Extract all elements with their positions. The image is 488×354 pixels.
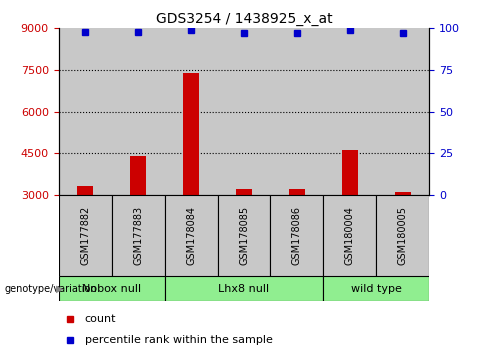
Text: count: count: [84, 314, 116, 324]
Text: GSM178084: GSM178084: [186, 206, 196, 265]
Bar: [236, 189, 252, 195]
Bar: [183, 73, 199, 195]
Bar: [270, 28, 324, 195]
FancyBboxPatch shape: [164, 195, 218, 276]
FancyBboxPatch shape: [376, 195, 429, 276]
Text: GSM178086: GSM178086: [292, 206, 302, 265]
Text: Nobox null: Nobox null: [82, 284, 141, 293]
Text: GSM180004: GSM180004: [345, 206, 355, 265]
Text: GSM178085: GSM178085: [239, 206, 249, 265]
FancyBboxPatch shape: [270, 195, 324, 276]
Text: wild type: wild type: [351, 284, 402, 293]
Bar: [112, 28, 164, 195]
Bar: [289, 189, 305, 195]
Text: Lhx8 null: Lhx8 null: [219, 284, 269, 293]
Bar: [164, 28, 218, 195]
Text: genotype/variation: genotype/variation: [5, 284, 98, 293]
Bar: [218, 28, 270, 195]
Bar: [59, 28, 112, 195]
FancyBboxPatch shape: [164, 276, 324, 301]
FancyBboxPatch shape: [59, 195, 112, 276]
Bar: [342, 150, 358, 195]
FancyBboxPatch shape: [324, 276, 429, 301]
FancyBboxPatch shape: [218, 195, 270, 276]
Bar: [77, 186, 93, 195]
Title: GDS3254 / 1438925_x_at: GDS3254 / 1438925_x_at: [156, 12, 332, 26]
Bar: [130, 156, 146, 195]
FancyBboxPatch shape: [59, 276, 164, 301]
Text: GSM177883: GSM177883: [133, 206, 143, 265]
Text: percentile rank within the sample: percentile rank within the sample: [84, 335, 272, 345]
FancyBboxPatch shape: [112, 195, 164, 276]
Text: GSM177882: GSM177882: [80, 206, 90, 265]
Text: GSM180005: GSM180005: [398, 206, 408, 265]
Bar: [324, 28, 376, 195]
Bar: [395, 192, 411, 195]
Bar: [376, 28, 429, 195]
FancyBboxPatch shape: [324, 195, 376, 276]
Text: ▶: ▶: [56, 284, 63, 293]
